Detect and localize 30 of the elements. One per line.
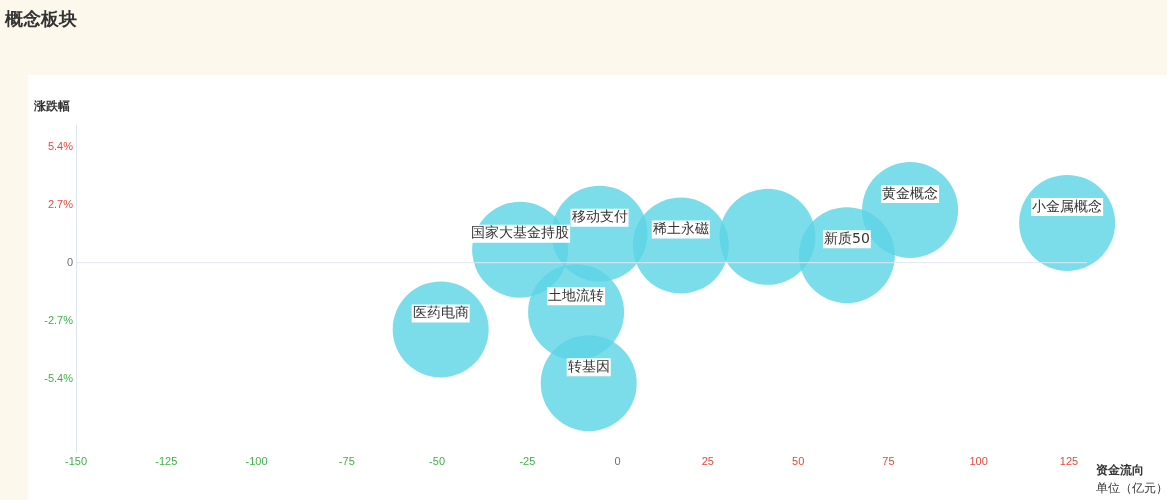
series-label: 土地流转 xyxy=(548,286,605,303)
x-tick-label: -125 xyxy=(155,454,178,467)
series-label: 移动支付 xyxy=(571,208,628,225)
y-tick-label: -5.4% xyxy=(44,371,74,384)
x-tick-label: -75 xyxy=(338,454,355,467)
x-tick-label: 100 xyxy=(969,454,988,467)
text: 单位（亿元） xyxy=(1096,481,1167,496)
x-tick-label: -50 xyxy=(429,454,446,467)
x-tick-label: 75 xyxy=(882,454,895,467)
x-tick-label: 50 xyxy=(792,454,805,467)
x-tick-label: 25 xyxy=(701,454,714,467)
x-tick-label: 125 xyxy=(1059,454,1079,467)
series-label: 国家大基金持股 xyxy=(471,224,570,241)
chart-title: 概念板块 xyxy=(5,7,77,31)
x-tick-label: -25 xyxy=(519,454,536,467)
x-tick-label: 0 xyxy=(614,454,621,467)
y-tick-label: 5.4% xyxy=(47,139,74,152)
y-tick-label: -2.7% xyxy=(44,313,74,326)
x-tick-label: -150 xyxy=(64,454,88,467)
x-axis-title: 资金流向 xyxy=(1096,463,1144,478)
series-label: 黄金概念 xyxy=(882,184,939,201)
y-tick-label: 0 xyxy=(66,255,73,268)
series-label: 稀土永磁 xyxy=(652,220,709,237)
series-label: 医药电商 xyxy=(412,304,469,321)
y-tick-label: 2.7% xyxy=(47,197,74,210)
series-label: 小金属概念 xyxy=(1032,197,1103,214)
y-axis-title: 涨跌幅 xyxy=(33,99,70,114)
x-tick-label: -100 xyxy=(245,454,268,467)
series-label: 转基因 xyxy=(567,357,610,374)
series-label: 新质50 xyxy=(823,229,870,246)
